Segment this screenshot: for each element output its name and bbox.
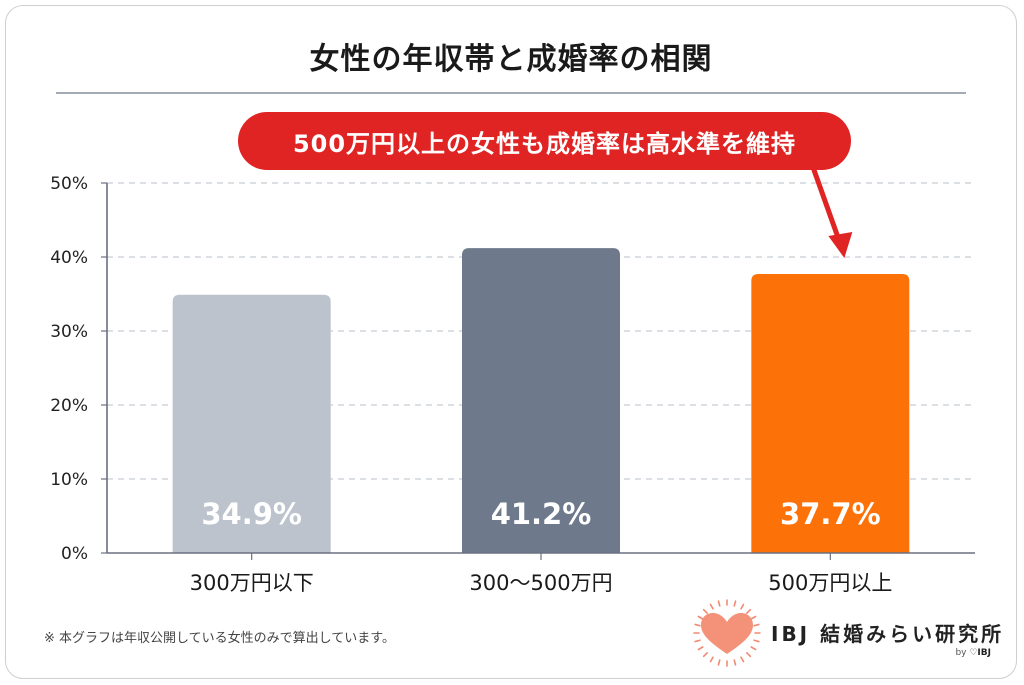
callout-banner: 500万円以上の女性も成婚率は高水準を維持 [238, 112, 851, 170]
callout-arrow-shaft [811, 167, 843, 247]
x-tick-label: 300〜500万円 [469, 571, 612, 595]
y-tick-label: 40% [50, 248, 88, 268]
logo-ray [709, 603, 714, 610]
logo-ray [717, 600, 721, 607]
heart-sunburst-icon [693, 599, 761, 667]
y-tick-label: 10% [50, 470, 88, 490]
logo-ray [750, 615, 757, 620]
bar [751, 274, 910, 553]
y-tick-label: 30% [50, 322, 88, 342]
logo-by-prefix: by [955, 648, 970, 658]
logo-byline: by ♡IBJ [955, 648, 991, 658]
x-tick-label: 300万円以下 [190, 571, 314, 595]
chart-title: 女性の年収帯と成婚率の相関 [309, 42, 713, 77]
logo-ray [694, 639, 701, 643]
logo-ray [694, 623, 701, 627]
footnote: ※ 本グラフは年収公開している女性のみで算出しています。 [44, 631, 395, 646]
y-tick-label: 0% [61, 544, 88, 564]
logo-ray [697, 646, 704, 651]
logo-ray [702, 608, 709, 615]
logo-ray [717, 659, 721, 666]
y-tick-label: 50% [50, 174, 88, 194]
logo-ray [745, 608, 752, 615]
logo-wordmark: IBJ 結婚みらい研究所 [771, 622, 1005, 646]
title-divider [56, 92, 966, 94]
logo-ray [702, 651, 709, 658]
logo-ray [740, 656, 745, 663]
logo-ray [753, 623, 760, 627]
x-tick-label: 500万円以上 [768, 571, 892, 595]
logo-ray [697, 615, 704, 620]
data-label: 37.7% [780, 497, 881, 531]
logo-ray [740, 603, 745, 610]
logo-ray [750, 646, 757, 651]
ibj-logo: IBJ 結婚みらい研究所 by ♡IBJ [683, 598, 1003, 670]
bar [172, 294, 331, 553]
callout-arrow-head [828, 232, 853, 259]
logo-ray [733, 600, 737, 607]
logo-ray [745, 651, 752, 658]
data-label: 34.9% [201, 497, 302, 531]
logo-ray [709, 656, 714, 663]
y-tick-label: 20% [50, 396, 88, 416]
logo-ray [753, 639, 760, 643]
bar [462, 248, 620, 553]
logo-by-brand: ♡IBJ [969, 648, 991, 658]
data-label: 41.2% [491, 497, 592, 531]
logo-ray [733, 659, 737, 666]
